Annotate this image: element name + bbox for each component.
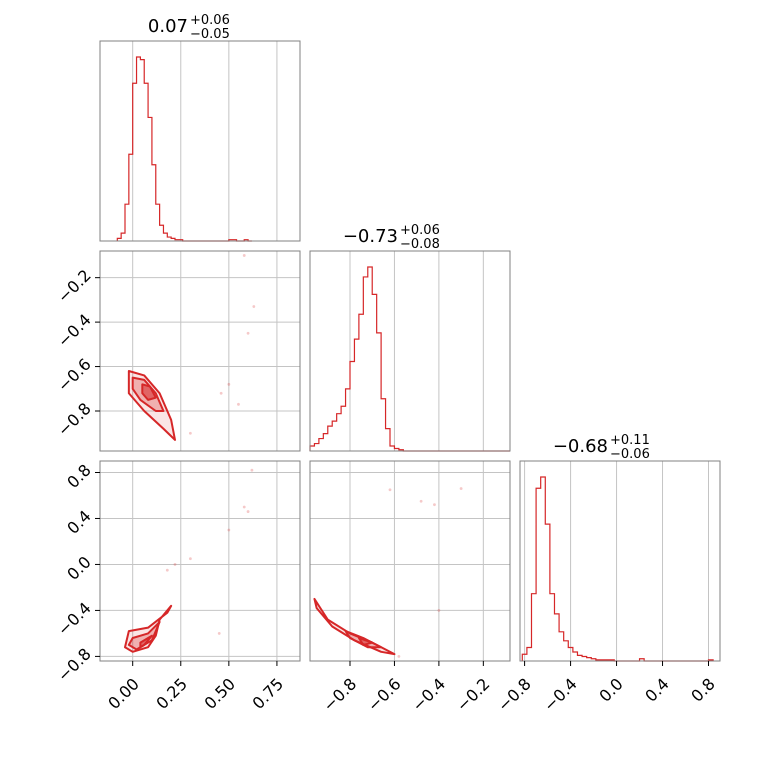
joint-1-2-point-5 [219, 391, 223, 395]
joint-1-2-point-0 [246, 331, 250, 335]
hist-3-title: −0.68 +0.11−0.06 [553, 433, 650, 462]
joint-1-3-contour-inner [139, 634, 153, 649]
hist-1-title-value: 0.07 [148, 16, 188, 37]
joint-1-2-point-1 [252, 305, 256, 308]
hist-3-title-upper: +0.11 [610, 433, 650, 448]
joint-1-3-point-4 [188, 557, 192, 561]
hist-2-title-lower: −0.08 [400, 237, 440, 252]
joint-2-3-point-3 [459, 487, 463, 490]
joint-2-3-xtick-label-2: −0.4 [408, 674, 449, 715]
joint-2-3-xtick-label-1: −0.6 [364, 674, 405, 715]
joint-2-3-point-1 [419, 499, 423, 503]
hist-3-xtick-label-3: 0.4 [641, 674, 672, 705]
hist-2-title-value: −0.73 [343, 226, 398, 247]
hist-3-xtick-label-2: 0.0 [595, 674, 626, 705]
joint-1-3-ytick-label-4: −0.8 [54, 644, 95, 685]
joint-1-2-point-3 [237, 402, 240, 406]
hist-1-title-lower: −0.05 [190, 27, 230, 42]
joint-1-3-contour-mid [127, 620, 161, 651]
hist-2-title-upper: +0.06 [400, 223, 440, 238]
joint-2-3-xtick-label-3: −0.2 [453, 674, 494, 715]
hist-1-frame [99, 40, 301, 242]
hist-1-title-upper: +0.06 [190, 13, 230, 28]
joint-2-3-point-4 [388, 488, 392, 492]
joint-1-2-point-4 [227, 382, 231, 386]
hist-3-xtick-label-0: −0.8 [494, 674, 535, 715]
joint-1-3-point-3 [227, 528, 231, 532]
joint-1-3-frame [99, 460, 301, 662]
joint-1-2-ytick-label-2: −0.6 [54, 355, 95, 396]
joint-2-3-point-2 [433, 503, 436, 507]
joint-1-3-xtick-label-2: 0.50 [200, 674, 239, 713]
hist-2-frame [309, 250, 511, 452]
joint-1-2-frame [99, 250, 301, 452]
hist-3-histogram-step [521, 476, 714, 662]
joint-2-3-point-0 [437, 609, 441, 612]
hist-2-histogram-step [309, 266, 510, 452]
joint-1-2-ytick-label-1: −0.4 [54, 310, 95, 351]
hist-3-xtick-label-1: −0.4 [540, 674, 581, 715]
joint-1-3-point-0 [250, 468, 254, 472]
joint-1-3-point-2 [242, 505, 246, 509]
joint-2-3-xtick-label-0: −0.8 [319, 674, 360, 715]
joint-1-3-ytick-label-0: 0.8 [63, 460, 94, 491]
joint-1-2-point-6 [188, 431, 192, 435]
joint-1-3-xtick-label-1: 0.25 [152, 674, 191, 713]
hist-3-title-lower: −0.06 [610, 447, 650, 462]
joint-1-2-point-2 [242, 254, 246, 257]
hist-3-frame [519, 460, 721, 662]
hist-3-xtick-label-4: 0.8 [687, 674, 718, 705]
joint-1-2-ytick-label-0: −0.2 [54, 266, 95, 307]
hist-2-title: −0.73 +0.06−0.08 [343, 223, 440, 252]
joint-1-3-point-5 [173, 563, 177, 566]
joint-1-3-xtick-label-0: 0.00 [104, 674, 143, 713]
joint-1-2-contour-inner [141, 383, 157, 401]
joint-1-3-ytick-label-3: −0.4 [54, 598, 95, 639]
joint-1-3-point-7 [217, 632, 221, 635]
joint-1-2-contour-outer [127, 370, 176, 441]
joint-2-3-frame [309, 460, 511, 662]
joint-2-3-contour-outer [313, 597, 396, 656]
joint-1-3-ytick-label-2: 0.0 [63, 552, 94, 583]
joint-1-3-ytick-label-1: 0.4 [63, 506, 94, 537]
hist-1-histogram-step [116, 56, 252, 242]
joint-2-3-contour-inner [357, 637, 374, 646]
joint-1-3-point-1 [246, 510, 250, 513]
joint-1-3-point-6 [165, 568, 169, 572]
hist-3-title-value: −0.68 [553, 436, 608, 457]
joint-1-3-xtick-label-3: 0.75 [249, 674, 288, 713]
joint-1-2-ytick-label-3: −0.8 [54, 399, 95, 440]
hist-1-title: 0.07 +0.06−0.05 [148, 13, 230, 42]
joint-2-3-point-5 [397, 655, 401, 658]
